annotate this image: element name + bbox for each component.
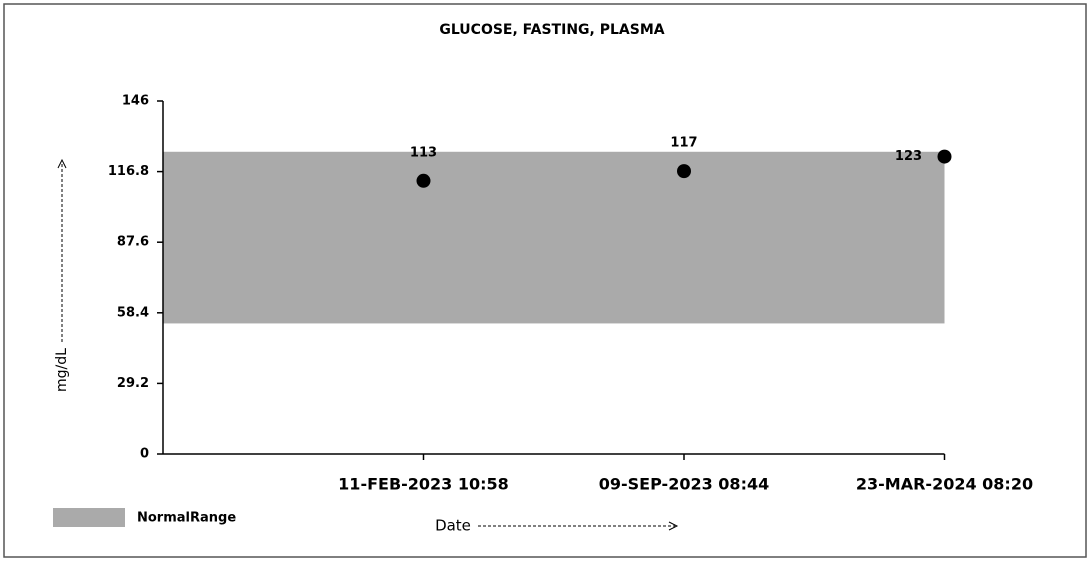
data-label: 113 bbox=[410, 145, 437, 160]
x-tick-label: 23-MAR-2024 08:20 bbox=[856, 475, 1033, 494]
point bbox=[416, 173, 431, 188]
y-tick-label: 146 bbox=[122, 94, 149, 109]
x-tick-label: 09-SEP-2023 08:44 bbox=[599, 475, 769, 494]
legend-swatch bbox=[53, 508, 125, 527]
x-arrowhead bbox=[668, 521, 679, 531]
y-arrowhead bbox=[57, 158, 67, 169]
x-axis-label: Date bbox=[435, 517, 471, 535]
point bbox=[937, 149, 952, 164]
y-tick-label: 29.2 bbox=[117, 376, 149, 391]
legend-label: NormalRange bbox=[137, 511, 236, 526]
y-tick-label: 87.6 bbox=[117, 235, 149, 250]
x-tick-label: 11-FEB-2023 10:58 bbox=[338, 475, 509, 494]
normal-range-band bbox=[163, 151, 945, 324]
y-tick-label: 58.4 bbox=[117, 305, 149, 320]
y-axis-label-group: mg/dL bbox=[54, 158, 70, 392]
chart-title: GLUCOSE, FASTING, PLASMA bbox=[439, 22, 664, 38]
data-label: 123 bbox=[895, 149, 922, 164]
y-tick-label: 0 bbox=[140, 447, 149, 462]
y-axis-label: mg/dL bbox=[54, 348, 70, 392]
y-tick-label: 116.8 bbox=[108, 164, 149, 179]
x-axis-label-group: Date bbox=[435, 517, 679, 535]
data-label: 117 bbox=[670, 136, 697, 151]
point bbox=[677, 164, 691, 179]
